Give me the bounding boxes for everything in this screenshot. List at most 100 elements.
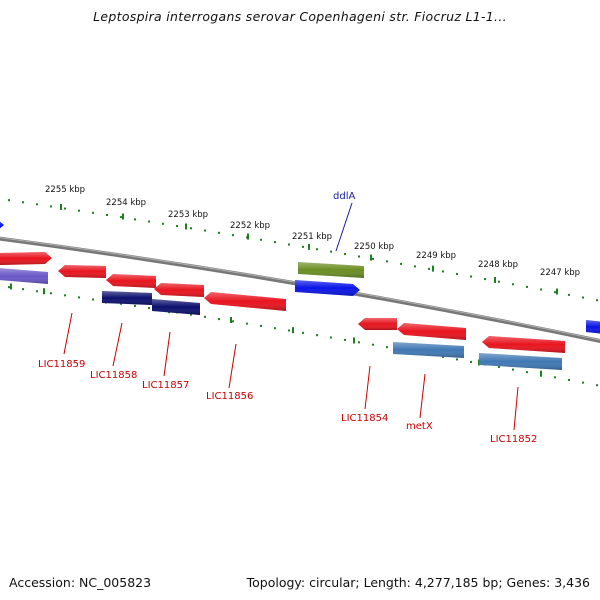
ruler-dot [246, 322, 248, 325]
ruler-tick-labels: 2255 kbp 2254 kbp 2253 kbp 2252 kbp 2251 kbp… [45, 185, 580, 278]
ruler-tick-label: 2254 kbp [106, 198, 146, 208]
gene-label: ddlA [333, 191, 355, 202]
ruler-dot [148, 220, 150, 223]
ruler-dot [274, 327, 276, 330]
ruler-dot [288, 243, 290, 246]
ruler-dot [358, 341, 360, 344]
ruler-dot [330, 250, 332, 253]
ruler-major-tick [230, 317, 232, 324]
ruler-dot [274, 241, 276, 244]
ruler-dot [120, 302, 122, 305]
ruler-dot [414, 265, 416, 268]
ruler-dot [78, 296, 80, 299]
gene-arrow-lic11857-shade [154, 283, 204, 297]
ruler-dot [36, 290, 38, 293]
gene-arrow-edge-left-shade [0, 252, 52, 265]
ruler-dot [50, 205, 52, 208]
ruler-dot [288, 329, 290, 332]
ruler-dot [498, 366, 500, 369]
ruler-dot [22, 201, 24, 204]
gene-arrow-edge-top-left-shade [0, 221, 4, 229]
ruler-major-tick [292, 327, 294, 334]
ruler-dot [22, 288, 24, 291]
ruler-major-tick [60, 203, 62, 210]
gene-box-edge-right-shade [586, 320, 600, 334]
gene-labels: LIC11859 LIC11858 LIC11857 LIC11856 LIC11854… [38, 191, 537, 445]
ruler-dot [148, 307, 150, 310]
ruler-dot [470, 275, 472, 278]
ruler-dot [554, 291, 556, 294]
gene-label-leader [228, 343, 237, 389]
ruler-major-tick [540, 370, 542, 377]
ruler-major-tick [247, 233, 249, 240]
gene-label: LIC11859 [38, 359, 85, 370]
ruler-dot [596, 299, 598, 302]
ruler-tick-label: 2250 kbp [354, 242, 394, 252]
ruler-dot [582, 381, 584, 384]
ruler-major-tick [308, 243, 310, 250]
ruler-dot [78, 209, 80, 212]
gene-label-leader [364, 365, 371, 410]
ruler-tick-label: 2248 kbp [478, 260, 518, 270]
ruler-dot [484, 278, 486, 281]
gene-label-leader [63, 312, 73, 355]
ruler-dot [134, 304, 136, 307]
ruler-dot [106, 213, 108, 216]
gene-arrow-lic11852-shade [482, 336, 565, 353]
ruler-dot [470, 360, 472, 363]
topology-text: Topology: circular; Length: 4,277,185 bp… [246, 575, 590, 590]
ruler-dot [568, 378, 570, 381]
gene-arrow-edge-lavender-shade [0, 268, 48, 284]
gene-box-navy-1-shade [102, 291, 152, 305]
ruler-dot [92, 211, 94, 214]
ruler-dot [190, 227, 192, 230]
gene-label-leader [335, 202, 353, 252]
ruler-dot [190, 313, 192, 316]
ruler-dot [512, 368, 514, 371]
gene-label: metX [406, 421, 433, 432]
gene-arrow-lic11854-shade [358, 318, 397, 330]
ruler-dot [50, 292, 52, 295]
ruler-dot [120, 216, 122, 219]
ruler-dot [36, 203, 38, 206]
gene-arrow-lic11856-shade [204, 292, 286, 311]
ruler-dot [498, 280, 500, 283]
ruler-dot [204, 229, 206, 232]
gene-arrow-lic11859-shade [58, 265, 106, 278]
gene-arrow-metx-shade [397, 323, 466, 340]
outer-ruler [8, 199, 598, 302]
ruler-major-tick [370, 254, 372, 261]
ruler-dot [512, 283, 514, 286]
ruler-dot [526, 371, 528, 374]
ruler-dot [386, 260, 388, 263]
map-title: Leptospira interrogans serovar Copenhage… [93, 9, 507, 24]
ruler-dot [218, 231, 220, 234]
gene-label: LIC11852 [490, 434, 537, 445]
ruler-dot [330, 336, 332, 339]
gene-label: LIC11857 [142, 380, 189, 391]
gene-box-lic11852-shade [479, 353, 562, 370]
ruler-major-tick [494, 276, 496, 283]
ruler-major-tick [185, 223, 187, 230]
ruler-major-tick [10, 283, 12, 290]
gene-arrow-lic11858-shade [106, 274, 156, 288]
ruler-tick-label: 2253 kbp [168, 210, 208, 220]
ruler-dot [344, 253, 346, 256]
ruler-major-tick [353, 337, 355, 344]
ruler-major-tick [432, 265, 434, 272]
ruler-dot [428, 267, 430, 270]
gene-arrow-ddla-shade [295, 280, 360, 296]
ruler-dot [8, 286, 10, 289]
gene-box-navy-2-shade [152, 299, 200, 315]
ruler-dot [232, 320, 234, 323]
ruler-dot [316, 248, 318, 251]
gene-label-leader [112, 322, 123, 367]
ruler-tick-label: 2251 kbp [292, 232, 332, 242]
ruler-dot [456, 272, 458, 275]
ruler-dot [92, 298, 94, 301]
ruler-dot [372, 257, 374, 260]
ruler-dot [344, 338, 346, 341]
ruler-dot [526, 285, 528, 288]
gene-box-ddla-shade [298, 262, 364, 278]
